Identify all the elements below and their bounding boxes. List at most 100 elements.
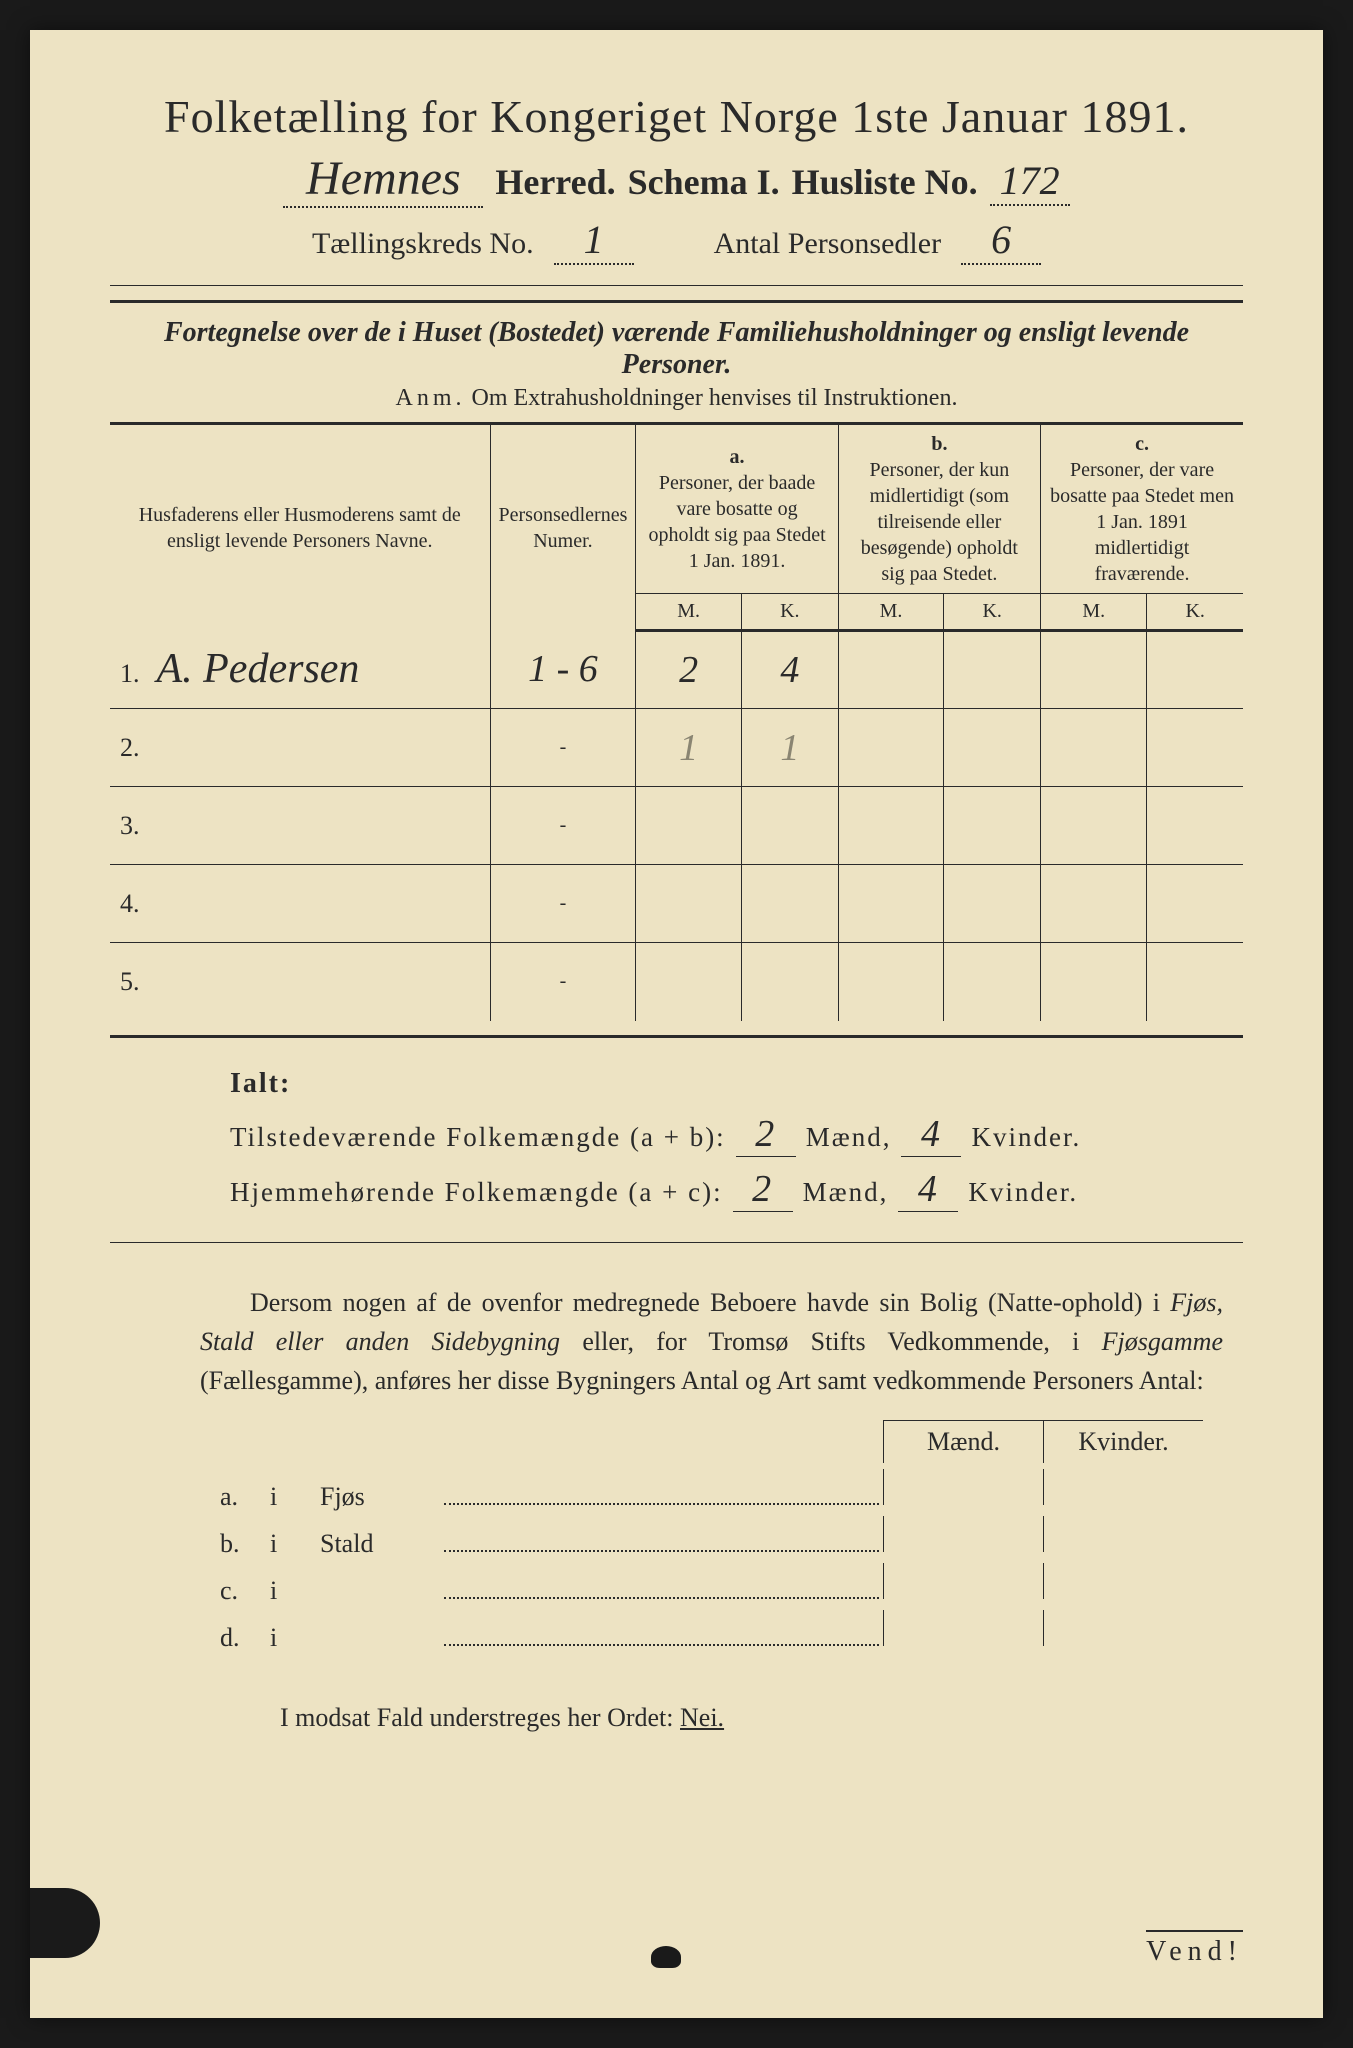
col-name: Husfaderens eller Husmoderens samt de en… (110, 424, 490, 631)
sub-val-m (883, 1469, 1043, 1505)
row-num: 2. (120, 733, 150, 763)
dots (444, 1487, 879, 1505)
table-header-row: Husfaderens eller Husmoderens samt de en… (110, 424, 1243, 594)
para-text: (Fællesgamme), anføres her disse Bygning… (200, 1366, 1204, 1395)
cell-a-k: 1 (741, 709, 838, 787)
cell-name: 5. (110, 943, 490, 1021)
subtitle: Fortegnelse over de i Huset (Bostedet) v… (110, 317, 1243, 381)
sub-val-m (883, 1610, 1043, 1646)
ialt-line1-m: 2 (736, 1112, 796, 1157)
cell-numer: - (490, 787, 636, 865)
sub-type: Fjøs (320, 1482, 440, 1512)
col-c-m: M. (1041, 594, 1147, 631)
row-name: A. Pedersen (157, 646, 360, 692)
ialt-maend: Mænd, (803, 1177, 889, 1208)
row-num: 3. (120, 811, 150, 841)
col-c-letter: c. (1049, 431, 1235, 457)
cell-a-m (636, 943, 742, 1021)
cell-c-m (1041, 943, 1147, 1021)
cell-name: 2. (110, 709, 490, 787)
table-row: 4. - (110, 865, 1243, 943)
cell-b-k (944, 787, 1041, 865)
cell-numer: - (490, 865, 636, 943)
para-text: eller, for Tromsø Stifts Vedkommende, i (582, 1327, 1101, 1356)
sub-lbl: b. (220, 1529, 270, 1559)
cell-b-m (838, 709, 944, 787)
table-row: 1. A. Pedersen 1 - 6 2 4 (110, 631, 1243, 709)
cell-c-m (1041, 631, 1147, 709)
anm-line: Anm. Om Extrahusholdninger henvises til … (110, 385, 1243, 412)
ialt-line-2: Hjemmehørende Folkemængde (a + c): 2 Mæn… (230, 1167, 1243, 1212)
kreds-label: Tællingskreds No. (312, 227, 534, 261)
cell-c-m (1041, 709, 1147, 787)
col-numer: Personsedlernes Numer. (490, 424, 636, 631)
ialt-maend: Mænd, (806, 1122, 892, 1153)
sub-lbl: d. (220, 1623, 270, 1653)
cell-numer: 1 - 6 (490, 631, 636, 709)
table-row: 2. - 1 1 (110, 709, 1243, 787)
herred-name: Hemnes (283, 151, 483, 208)
divider (110, 1242, 1243, 1243)
sub-val-k (1043, 1563, 1203, 1599)
cell-c-m (1041, 787, 1147, 865)
antal-label: Antal Personsedler (714, 227, 941, 261)
col-c-text: Personer, der vare bosatte paa Stedet me… (1049, 457, 1235, 587)
sub-val-k (1043, 1610, 1203, 1646)
cell-c-k (1147, 709, 1243, 787)
dots (444, 1628, 879, 1646)
row-num: 5. (120, 967, 150, 997)
col-c-k: K. (1147, 594, 1243, 631)
cell-c-k (1147, 943, 1243, 1021)
cell-b-k (944, 865, 1041, 943)
cell-numer: - (490, 709, 636, 787)
row-num: 4. (120, 889, 150, 919)
ialt-line2-m: 2 (733, 1167, 793, 1212)
ialt-line1-k: 4 (901, 1112, 961, 1157)
schema-label: Schema I. (628, 161, 780, 203)
cell-a-k (741, 865, 838, 943)
cell-c-k (1147, 865, 1243, 943)
sub-row: d. i (220, 1610, 1203, 1653)
sub-i: i (270, 1529, 320, 1559)
sub-head-kvinder: Kvinder. (1043, 1420, 1203, 1463)
cell-a-k (741, 943, 838, 1021)
cell-c-m (1041, 865, 1147, 943)
sub-i: i (270, 1482, 320, 1512)
sub-i: i (270, 1576, 320, 1606)
col-b-m: M. (838, 594, 944, 631)
cell-a-m (636, 787, 742, 865)
herred-label: Herred. (495, 161, 615, 203)
cell-b-m (838, 865, 944, 943)
header-line-2: Hemnes Herred. Schema I. Husliste No. 17… (110, 151, 1243, 208)
cell-b-m (838, 943, 944, 1021)
cell-a-k: 4 (741, 631, 838, 709)
sub-val-m (883, 1516, 1043, 1552)
modsat-text: I modsat Fald understreges her Ordet: (280, 1703, 680, 1732)
anm-label: Anm. (396, 385, 466, 411)
ialt-label: Ialt: (230, 1068, 1243, 1100)
col-b-text: Personer, der kun midlertidigt (som tilr… (847, 457, 1032, 587)
cell-name: 1. A. Pedersen (110, 631, 490, 709)
col-a-letter: a. (644, 444, 829, 470)
modsat-line: I modsat Fald understreges her Ordet: Ne… (280, 1703, 1243, 1733)
cell-b-k (944, 631, 1041, 709)
ink-dot (651, 1946, 681, 1968)
ink-blot (30, 1888, 100, 1958)
col-a-k: K. (741, 594, 838, 631)
ialt-line-1: Tilstedeværende Folkemængde (a + b): 2 M… (230, 1112, 1243, 1157)
para-text: Dersom nogen af de ovenfor medregnede Be… (250, 1288, 1170, 1317)
sub-lbl: c. (220, 1576, 270, 1606)
cell-a-m (636, 865, 742, 943)
census-page: Folketælling for Kongeriget Norge 1ste J… (30, 30, 1323, 2018)
col-b-k: K. (944, 594, 1041, 631)
ialt-kvinder: Kvinder. (971, 1122, 1081, 1153)
ialt-block: Ialt: Tilstedeværende Folkemængde (a + b… (230, 1068, 1243, 1212)
antal-no: 6 (961, 216, 1041, 265)
cell-b-k (944, 943, 1041, 1021)
ialt-line2-label: Hjemmehørende Folkemængde (a + c): (230, 1177, 723, 1208)
cell-numer: - (490, 943, 636, 1021)
cell-a-k (741, 787, 838, 865)
ialt-line1-label: Tilstedeværende Folkemængde (a + b): (230, 1122, 726, 1153)
col-a-text: Personer, der baade vare bosatte og opho… (644, 470, 829, 574)
table-row: 5. - (110, 943, 1243, 1021)
